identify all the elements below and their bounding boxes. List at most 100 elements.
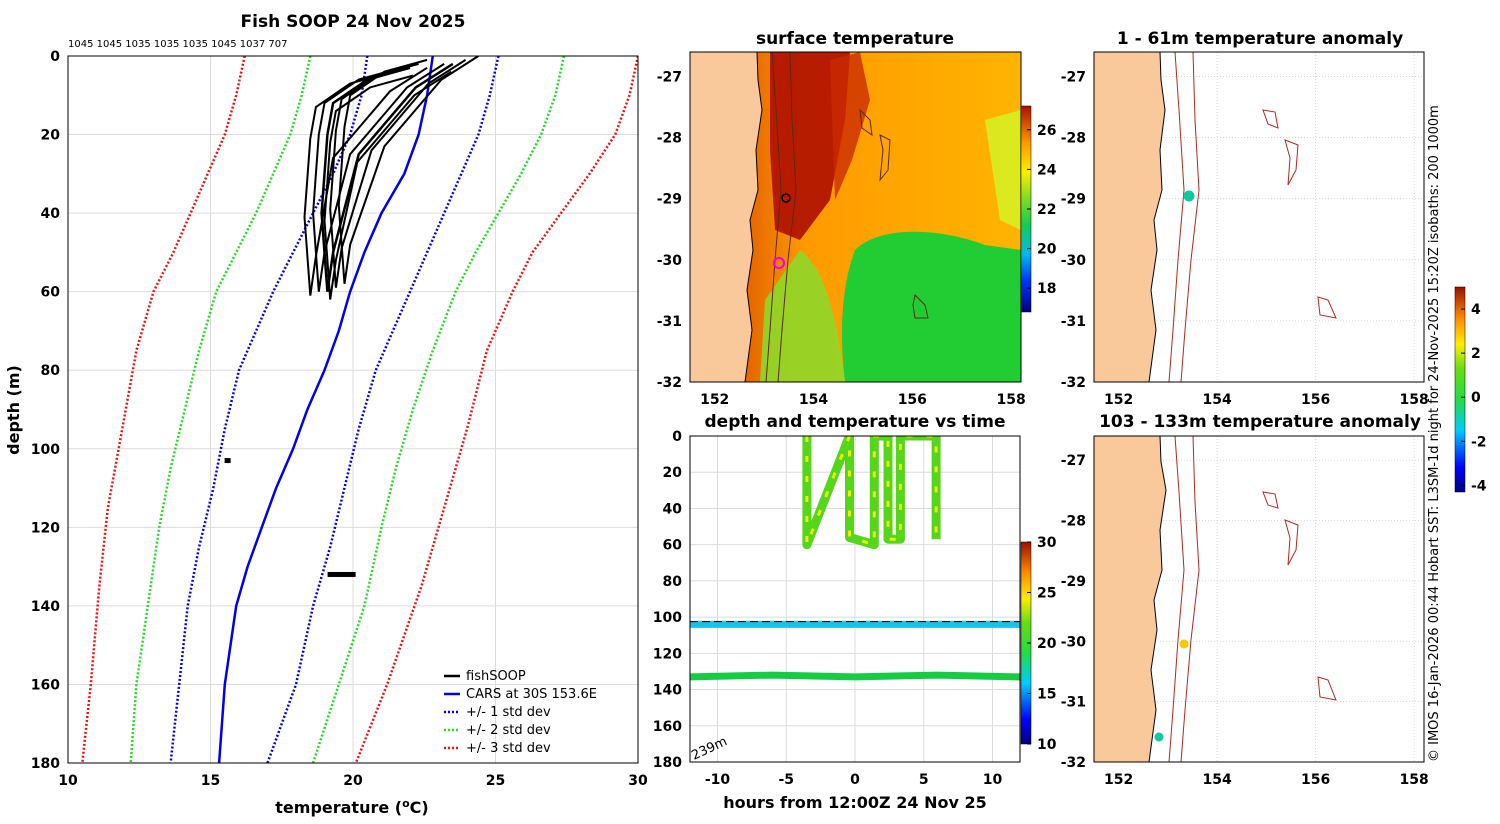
anomaly-colorbar-ticks: 4 2 0 -2 -4 [1461, 302, 1487, 494]
map-xtick-label: 156 [898, 392, 927, 408]
colorbar-tick-label: 18 [1037, 281, 1056, 297]
profile-ylabel: depth (m) [4, 365, 23, 455]
fishsoop-cast [329, 59, 467, 288]
map-ytick-label: -31 [657, 314, 682, 330]
map-ytick-label: -30 [1061, 253, 1087, 269]
timeseries-title: depth and temperature vs time [705, 412, 1006, 432]
timeseries-ytick-label: 140 [653, 683, 682, 699]
profile-xtick-label: 25 [486, 773, 505, 789]
credit-text: © IMOS 16-Jan-2026 00:44 Hobart SST: L3S… [1427, 105, 1442, 762]
sst-ship-marker [781, 193, 791, 203]
sst-ticks: 152 154 156 158 -27 -28 -29 -30 -31 -32 [657, 69, 1026, 408]
profile-ytick-label: 140 [31, 599, 60, 615]
anomaly-shallow-axes-box [1093, 51, 1425, 383]
timeseries-ytick-label: 0 [672, 429, 682, 445]
timeseries-axes-box [689, 435, 1021, 763]
fishsoop-logger-cluster [327, 571, 356, 577]
map-ytick-label: -32 [657, 375, 682, 391]
sst-seamount-isobaths [859, 108, 929, 319]
map-ytick-label: -29 [1061, 192, 1086, 208]
profile-ytick-label: 180 [31, 756, 60, 772]
colorbar-tick-label: 10 [1037, 737, 1057, 753]
timeseries-xtick-label: 0 [850, 772, 860, 788]
map-ytick-label: -32 [1061, 375, 1086, 391]
profile-ytick-label: 60 [41, 285, 61, 301]
map-ytick-label: -27 [657, 69, 682, 85]
colorbar-tick-label: 2 [1471, 346, 1481, 362]
timeseries-ytick-label: 180 [653, 755, 682, 771]
timeseries-ytick-label: 100 [653, 610, 682, 626]
sst-warm-current [770, 52, 850, 240]
series--2-std-dev-high- [311, 56, 566, 763]
series--1-std-dev-high- [266, 56, 500, 763]
timeseries-logger-2 [690, 671, 1020, 681]
sst-colorbar-ticks: 26 24 22 20 18 [1027, 123, 1057, 297]
colorbar-tick-label: 25 [1037, 586, 1056, 602]
bottom-depth-label: 239m [689, 734, 729, 763]
timeseries-ytick-label: 160 [653, 719, 682, 735]
series--3-std-dev-low- [81, 56, 246, 763]
map-ytick-label: -27 [1061, 69, 1086, 85]
sst-warm-filament [830, 52, 870, 200]
profile-ticks: 10 15 20 25 30 0 20 40 60 80 100 120 140 160 180 [31, 49, 648, 789]
timeseries-profile-trace [802, 436, 941, 550]
legend-cars: CARS at 30S 153.6E [466, 687, 597, 702]
profile-ytick-label: 40 [41, 206, 61, 222]
anomaly-deep-panel: 103 - 133m temperature anomaly 152 154 156… [1061, 412, 1429, 788]
sst-map-panel: surface temperature 152 154 156 158 -27 -28 -2… [657, 29, 1057, 408]
series-cars-at-30s-153-6e [217, 56, 435, 763]
map-ytick-label: -29 [1061, 574, 1086, 590]
anomaly-colorbar [1454, 286, 1466, 493]
map-xtick-label: 158 [997, 392, 1026, 408]
legend-1sd: +/- 1 std dev [466, 705, 551, 720]
profile-ytick-label: 100 [31, 442, 60, 458]
profile-xtick-label: 30 [628, 773, 648, 789]
timeseries-xtick-label: 5 [919, 772, 929, 788]
timeseries-ytick-label: 20 [663, 465, 683, 481]
anomaly-shallow-isobaths [1168, 52, 1200, 382]
timeseries-ytick-label: 60 [663, 538, 683, 554]
series--3-std-dev-high- [354, 56, 638, 763]
anomaly-deep-axes-box [1093, 435, 1425, 763]
colorbar-tick-label: 0 [1471, 390, 1481, 406]
sst-cool-eddy [842, 231, 1021, 382]
anomaly-shallow-panel: 1 - 61m temperature anomaly 152 154 156 158… [1061, 29, 1429, 408]
colorbar-tick-label: 20 [1037, 242, 1057, 258]
sst-isobath-1000 [777, 52, 797, 382]
legend-fishsoop: fishSOOP [466, 669, 526, 684]
profile-grid [67, 55, 639, 764]
map-xtick-label: 154 [799, 392, 828, 408]
profile-ytick-label: 20 [41, 128, 61, 144]
map-xtick-label: 158 [1400, 392, 1429, 408]
map-ytick-label: -28 [1061, 514, 1086, 530]
map-ytick-label: -27 [1061, 453, 1086, 469]
series-fishsoop [320, 62, 454, 292]
map-ytick-label: -28 [1061, 131, 1086, 147]
colorbar-tick-label: 30 [1037, 535, 1057, 551]
colorbar-tick-label: 22 [1037, 202, 1056, 218]
anomaly-shallow-seamounts [1262, 109, 1337, 319]
series--2-std-dev-low- [129, 56, 312, 763]
anomaly-deep-marker-133m [1154, 732, 1164, 742]
anomaly-deep-seamounts [1262, 491, 1337, 701]
profile-xlabel: temperature (oC) [275, 797, 428, 817]
profile-xtick-label: 20 [343, 773, 363, 789]
anomaly-shallow-ticks: 152 154 156 158 -27 -28 -29 -30 -31 -32 [1061, 69, 1429, 408]
anomaly-shallow-map [1094, 52, 1424, 382]
anomaly-deep-marker-103m [1179, 639, 1189, 649]
colorbar-tick-label: -4 [1471, 478, 1487, 494]
colorbar-tick-label: 4 [1471, 302, 1481, 318]
profile-axes-box [67, 55, 639, 764]
sst-isobath-200 [765, 52, 782, 382]
colorbar-tick-label: 24 [1037, 162, 1057, 178]
map-xtick-label: 158 [1400, 772, 1429, 788]
map-ytick-label: -29 [657, 192, 682, 208]
map-ytick-label: -30 [1061, 634, 1087, 650]
map-ytick-label: -28 [657, 131, 682, 147]
sst-east-patch [985, 110, 1021, 230]
profile-xtick-label: 10 [58, 773, 78, 789]
map-xtick-label: 152 [700, 392, 729, 408]
anomaly-deep-ticks: 152 154 156 158 -27 -28 -29 -30 -31 -32 [1061, 453, 1429, 788]
fishsoop-cast [337, 56, 479, 284]
anomaly-deep-map [1094, 436, 1424, 762]
